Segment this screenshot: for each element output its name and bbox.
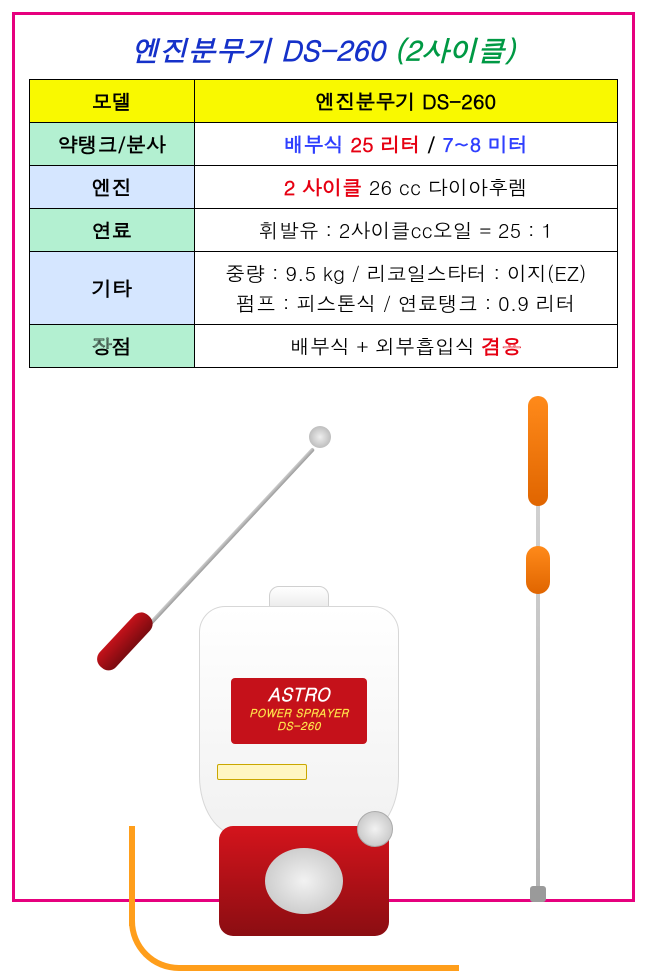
spec-row-value: 배부식 25 리터 / 7~8 미터 — [194, 123, 617, 166]
title-main: 엔진분무기 DS-260 — [132, 29, 385, 69]
spec-header-value: 엔진분무기 DS-260 — [194, 80, 617, 123]
lance-grip-mid — [526, 546, 550, 594]
title-sub: (2사이클) — [394, 29, 515, 69]
brand-line3: DS-260 — [231, 720, 367, 734]
product-card: 엔진분무기 DS-260 (2사이클) 모델엔진분무기 DS-260약탱크/분사… — [12, 12, 635, 902]
spec-row-value: 중량 : 9.5 kg / 리코일스타터 : 이지(EZ)펌프 : 피스톤식 /… — [194, 252, 617, 325]
spec-row-label: 약탱크/분사 — [30, 123, 195, 166]
spec-value-segment: 배부식 — [284, 129, 351, 158]
brand-line1: ASTRO — [231, 684, 367, 707]
sprayer-illustration: ASTRO POWER SPRAYER DS-260 — [99, 416, 459, 936]
page-title: 엔진분무기 DS-260 (2사이클) — [29, 23, 618, 79]
spec-value-segment: 펌프 : 피스톤식 / 연료탱크 : 0.9 리터 — [236, 288, 576, 317]
spec-row-label: 기타 — [30, 252, 195, 325]
spec-table: 모델엔진분무기 DS-260약탱크/분사배부식 25 리터 / 7~8 미터엔진… — [29, 79, 618, 368]
spec-row-value: 2 사이클 26 cc 다이아후렘 — [194, 166, 617, 209]
spec-value-segment: 26 cc 다이아후렘 — [362, 172, 528, 201]
spec-row: 약탱크/분사배부식 25 리터 / 7~8 미터 — [30, 123, 618, 166]
lance-illustration — [508, 386, 568, 906]
spec-header-label: 모델 — [30, 80, 195, 123]
lance-tip — [530, 886, 546, 902]
spec-value-segment: 겸용 — [482, 331, 522, 360]
spec-row-value: 휘발유 : 2사이클cc오일 = 25 : 1 — [194, 209, 617, 252]
tank-brand-label: ASTRO POWER SPRAYER DS-260 — [231, 678, 367, 744]
spec-value-segment: 배부식 + 외부흡입식 — [290, 331, 482, 360]
spec-value-segment: 휘발유 : 2사이클cc오일 = 25 : 1 — [259, 215, 553, 244]
spec-value-segment: / — [420, 129, 442, 158]
spec-row: 연료 휘발유 : 2사이클cc오일 = 25 : 1 — [30, 209, 618, 252]
spec-row-label: 엔진 — [30, 166, 195, 209]
spec-value-segment: 7~8 미터 — [442, 129, 528, 158]
product-image-area: ASTRO POWER SPRAYER DS-260 — [29, 386, 618, 946]
spec-value-segment: 2 사이클 — [284, 172, 362, 201]
spec-row: 장점배부식 + 외부흡입식 겸용 — [30, 325, 618, 368]
fuel-cap — [357, 811, 393, 847]
brand-line2: POWER SPRAYER — [231, 707, 367, 721]
spec-row-value: 배부식 + 외부흡입식 겸용 — [194, 325, 617, 368]
spec-row-label: 연료 — [30, 209, 195, 252]
spec-row-label: 장점 — [30, 325, 195, 368]
spec-value-segment: 중량 : 9.5 kg / 리코일스타터 : 이지(EZ) — [225, 258, 586, 287]
spec-row: 기타중량 : 9.5 kg / 리코일스타터 : 이지(EZ)펌프 : 피스톤식… — [30, 252, 618, 325]
hose-vertical — [129, 826, 135, 926]
warning-sticker — [217, 764, 307, 780]
spec-value-segment: 25 리터 — [350, 129, 420, 158]
spec-row: 엔진2 사이클 26 cc 다이아후렘 — [30, 166, 618, 209]
lance-grip-top — [528, 396, 548, 506]
